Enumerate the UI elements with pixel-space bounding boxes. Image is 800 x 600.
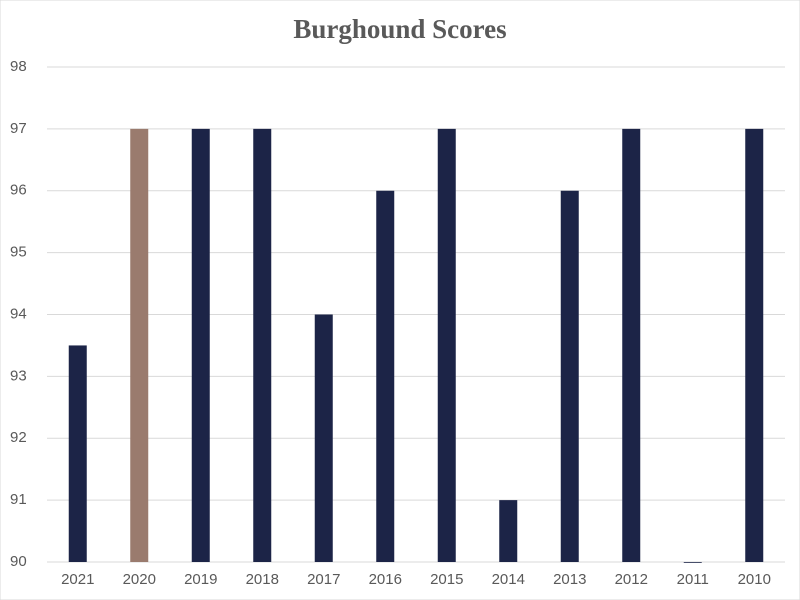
bar <box>499 500 518 562</box>
y-tick-label: 90 <box>10 553 27 570</box>
x-tick-label: 2016 <box>369 571 402 588</box>
bar <box>191 128 210 562</box>
bar <box>437 128 456 562</box>
y-tick-label: 94 <box>10 305 27 322</box>
x-tick-label: 2019 <box>184 571 217 588</box>
x-tick-label: 2015 <box>430 571 463 588</box>
x-tick-label: 2017 <box>307 571 340 588</box>
bar <box>130 128 149 562</box>
y-tick-label: 97 <box>10 120 27 137</box>
x-tick-label: 2014 <box>492 571 525 588</box>
y-tick-label: 98 <box>10 58 27 75</box>
bar <box>745 128 764 562</box>
x-tick-label: 2013 <box>553 571 586 588</box>
bar <box>376 190 395 562</box>
chart-title: Burghound Scores <box>293 14 506 44</box>
y-tick-label: 93 <box>10 367 27 384</box>
x-tick-label: 2012 <box>615 571 648 588</box>
y-tick-label: 91 <box>10 491 27 508</box>
bar <box>68 345 87 562</box>
y-tick-label: 95 <box>10 244 27 261</box>
y-tick-label: 96 <box>10 182 27 199</box>
x-tick-label: 2018 <box>246 571 279 588</box>
bar <box>622 128 641 562</box>
bar <box>560 190 579 562</box>
bar <box>683 562 702 563</box>
x-tick-label: 2020 <box>123 571 156 588</box>
x-tick-label: 2021 <box>61 571 94 588</box>
y-tick-label: 92 <box>10 429 27 446</box>
x-tick-label: 2010 <box>738 571 771 588</box>
x-tick-label: 2011 <box>677 571 709 588</box>
bar <box>314 314 333 562</box>
bar <box>253 128 272 562</box>
